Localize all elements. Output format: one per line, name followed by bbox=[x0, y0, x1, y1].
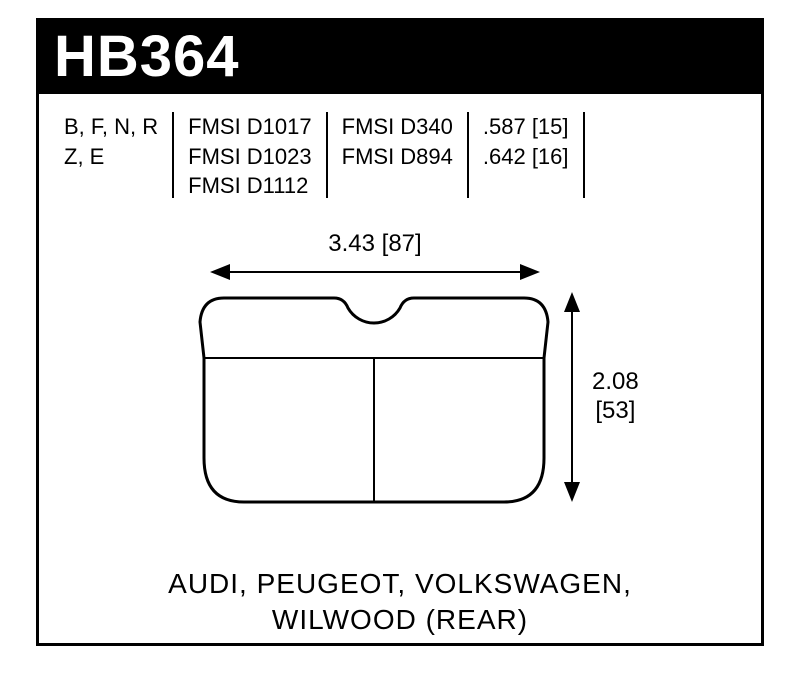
suffix-line: Z, E bbox=[64, 142, 158, 172]
fmsi-code: FMSI D1112 bbox=[188, 171, 312, 201]
fmsi-col-1: FMSI D1017 FMSI D1023 FMSI D1112 bbox=[174, 112, 326, 201]
height-dimension: 2.08 [53] bbox=[560, 292, 680, 502]
width-dimension: 3.43 [87] bbox=[210, 230, 540, 284]
fmsi-col-2: FMSI D340 FMSI D894 bbox=[328, 112, 467, 171]
suffix-codes: B, F, N, R Z, E bbox=[50, 112, 172, 171]
application-line: AUDI, PEUGEOT, VOLKSWAGEN, bbox=[36, 566, 764, 602]
fmsi-code: FMSI D1023 bbox=[188, 142, 312, 172]
fmsi-code: FMSI D340 bbox=[342, 112, 453, 142]
height-mm: [53] bbox=[592, 397, 639, 426]
spec-row: B, F, N, R Z, E FMSI D1017 FMSI D1023 FM… bbox=[50, 112, 585, 198]
pad-diagram-area: 3.43 [87] 2.08 [53] bbox=[120, 230, 680, 560]
application-line: WILWOOD (REAR) bbox=[36, 602, 764, 638]
height-arrow-icon bbox=[560, 292, 584, 502]
divider bbox=[583, 112, 585, 198]
thickness-value: .642 [16] bbox=[483, 142, 569, 172]
height-in: 2.08 bbox=[592, 368, 639, 397]
fmsi-code: FMSI D894 bbox=[342, 142, 453, 172]
height-label: 2.08 [53] bbox=[592, 368, 639, 426]
suffix-line: B, F, N, R bbox=[64, 112, 158, 142]
brake-pad-outline-icon bbox=[194, 288, 554, 518]
thickness-col: .587 [15] .642 [16] bbox=[469, 112, 583, 171]
width-arrow-icon bbox=[210, 260, 540, 284]
thickness-value: .587 [15] bbox=[483, 112, 569, 142]
fmsi-code: FMSI D1017 bbox=[188, 112, 312, 142]
application-label: AUDI, PEUGEOT, VOLKSWAGEN, WILWOOD (REAR… bbox=[36, 566, 764, 639]
width-label: 3.43 [87] bbox=[210, 230, 540, 258]
